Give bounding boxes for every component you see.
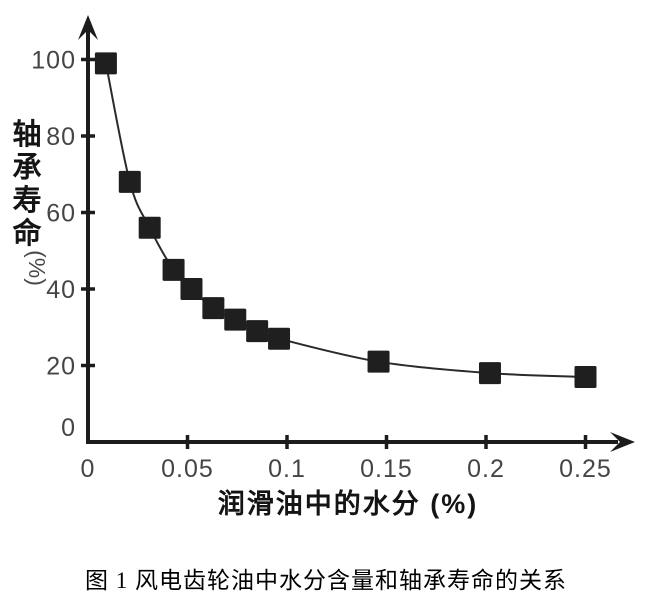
y-axis-arrow-icon <box>78 15 98 40</box>
y-tick-label: 20 <box>46 353 76 381</box>
figure-caption: 图 1 风电齿轮油中水分含量和轴承寿命的关系 <box>85 568 567 593</box>
data-point-marker <box>180 278 203 300</box>
data-point-marker <box>574 365 597 388</box>
x-tick-label: 0.1 <box>268 455 306 483</box>
data-point-marker <box>478 362 501 385</box>
y-axis-title-char: 承 <box>12 152 41 184</box>
data-point-marker <box>224 308 247 331</box>
data-point-marker <box>94 52 117 75</box>
x-tick-label: 0.2 <box>467 455 505 483</box>
data-point-marker <box>162 258 185 281</box>
scatter-chart: 0 20 40 60 80 100 0 0.05 0.1 0.15 0.2 0.25 轴承寿命(%) 润滑… <box>12 15 635 519</box>
data-point-marker <box>268 327 291 350</box>
y-tick-label: 100 <box>31 47 76 75</box>
data-curve <box>104 63 586 378</box>
x-axis-arrow-icon <box>610 432 635 452</box>
data-point-marker <box>246 320 269 343</box>
y-tick-label: 40 <box>46 276 76 304</box>
data-point-marker <box>202 297 225 320</box>
y-tick-label: 60 <box>46 200 76 228</box>
x-axis-title: 润滑油中的水分 (%) <box>218 488 479 519</box>
y-axis-unit-label: (%) <box>24 250 50 286</box>
y-axis-title-char: 命 <box>12 216 42 250</box>
data-point-marker <box>138 216 161 239</box>
x-tick-label: 0.15 <box>360 455 413 483</box>
x-tick-label: 0.25 <box>559 455 612 483</box>
y-axis-title-char: 寿 <box>12 184 41 217</box>
y-tick-label: 0 <box>61 414 76 442</box>
x-tick-label: 0.05 <box>161 455 214 483</box>
data-point-marker <box>118 170 141 193</box>
x-tick-label: 0 <box>81 455 96 483</box>
y-tick-label: 80 <box>46 123 76 151</box>
data-point-marker <box>367 350 390 373</box>
y-axis-title-char: 轴 <box>12 118 41 151</box>
